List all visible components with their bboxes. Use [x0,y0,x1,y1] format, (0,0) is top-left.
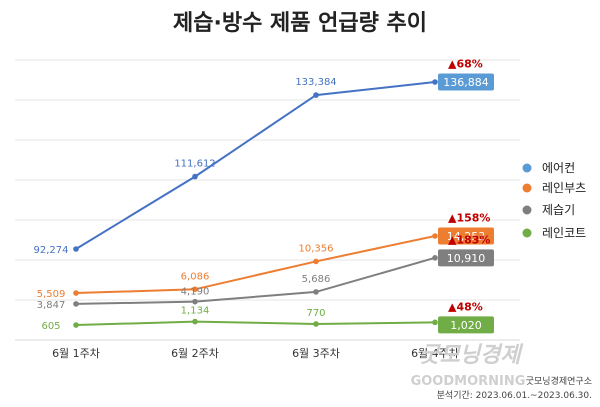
series-line-0 [75,81,436,250]
data-point [432,255,438,261]
data-point [73,322,79,328]
watermark-text: 굿모닝경제 [419,343,524,368]
data-point [73,246,79,252]
data-label: 770 [306,308,325,319]
data-point [192,173,198,180]
legend-marker [522,205,532,215]
data-labels: 92,274 111,612 133,384 136,884 ▲68% 5,509 6,08… [34,58,494,334]
x-tick-label: 6월 1주차 [52,347,100,360]
series-line-3 [75,320,436,327]
data-point [313,321,319,327]
series-lines [75,81,436,327]
data-label: 4,190 [181,287,210,298]
data-label: 92,274 [34,245,69,256]
data-label: 133,384 [295,77,336,88]
end-value-badge [438,73,494,91]
legend-marker [522,228,532,238]
gridlines [15,59,520,341]
change-percent: ▲158% [448,212,490,225]
change-percent: ▲68% [448,58,483,71]
data-point [192,298,198,305]
legend-label: 제습기 [542,203,575,217]
change-percent: ▲48% [448,300,483,313]
data-point [192,286,198,293]
data-label: 111,612 [174,159,215,170]
data-label: 10,356 [299,243,334,254]
end-value-badge [438,316,494,334]
data-label: 5,686 [302,274,331,285]
legend-label: 레인코트 [542,226,586,240]
data-point [313,92,319,98]
data-label: 605 [41,321,60,332]
data-point [192,318,198,325]
data-point [73,290,79,296]
legend-label: 에어컨 [542,161,575,175]
data-point [432,79,438,85]
watermark: 굿모닝경제 GOODMORNING [411,343,526,389]
data-label: 5,509 [37,289,66,300]
data-point [313,289,319,295]
end-value-badge [438,249,494,267]
source-org: 굿모닝경제연구소 [526,375,592,387]
series-points [73,79,438,328]
watermark-sub: GOODMORNING [411,374,526,389]
legend-marker [522,163,532,173]
series-line-1 [75,235,436,295]
data-label: 1,134 [181,306,210,317]
legend-label: 레인부츠 [542,181,586,195]
source-period: 분석기간: 2023.06.01.~2023.06.30. [437,390,592,401]
x-tick-label: 6월 3주차 [292,347,340,360]
end-value-label: 10,910 [447,252,486,265]
chart-title: 제습·방수 제품 언급량 추이 [173,11,427,36]
end-value-label: 14,253 [447,230,486,243]
end-value-label: 136,884 [443,76,489,89]
x-tick-label: 6월 2주차 [171,347,219,360]
end-value-label: 1,020 [450,319,482,332]
x-axis-ticks: 6월 1주차 6월 2주차 6월 3주차 6월 4주차 [52,347,459,360]
data-point [73,301,79,307]
x-tick-label: 6월 4주차 [411,347,459,360]
data-point [432,319,438,326]
data-label: 3,847 [37,300,66,311]
data-point [313,258,319,265]
legend-marker [522,183,532,193]
series-line-2 [75,256,436,305]
data-point [432,233,438,239]
change-percent: ▲183% [448,233,490,246]
data-label: 6,086 [181,271,210,282]
end-value-badge [438,227,494,245]
